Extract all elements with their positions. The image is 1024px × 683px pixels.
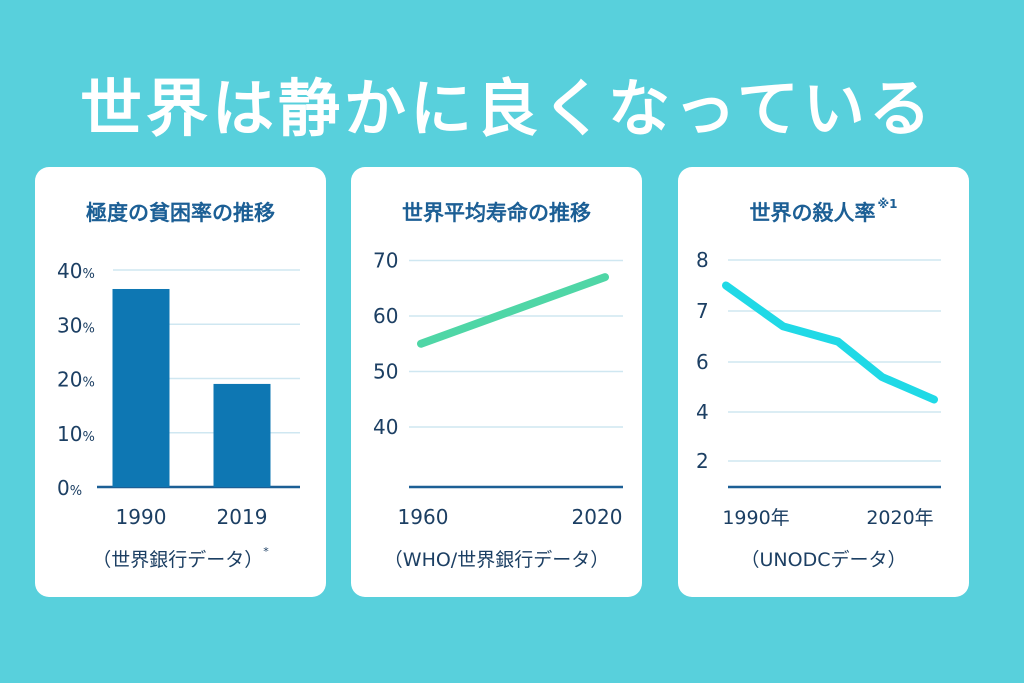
x-tick-label: 2020 xyxy=(572,505,623,529)
y-tick-label: 10% xyxy=(57,422,95,446)
y-tick-label: 40 xyxy=(373,415,398,439)
bar xyxy=(213,383,271,487)
poverty-source-text: （世界銀行データ） xyxy=(92,549,264,571)
x-tick-label: 1990年 xyxy=(722,507,789,529)
y-tick-label: 70 xyxy=(373,249,398,273)
life-expectancy-chart-title: 世界平均寿命の推移 xyxy=(351,197,642,227)
poverty-chart-title: 極度の貧困率の推移 xyxy=(35,197,326,227)
y-tick-label: 8 xyxy=(696,248,709,272)
poverty-chart: 0% 10% 20% 30% 40% 1990 2019 xyxy=(57,259,300,529)
y-tick-label: 2 xyxy=(696,449,709,473)
life-expectancy-chart-source: （WHO/世界銀行データ） xyxy=(351,545,642,572)
homicide-chart-source: （UNODCデータ） xyxy=(678,545,969,572)
y-tick-label: 50 xyxy=(373,360,398,384)
poverty-chart-source: （世界銀行データ）* xyxy=(35,545,326,572)
y-tick-label: 30% xyxy=(57,313,95,337)
life-expectancy-chart-card: 世界平均寿命の推移 40 50 60 70 1960 2020 （WHO/世界銀行データ） xyxy=(351,167,642,597)
life-expectancy-chart: 40 50 60 70 1960 2020 xyxy=(373,249,623,529)
y-tick-label: 6 xyxy=(696,350,709,374)
homicide-chart-card: 世界の殺人率 ※1 2 4 6 7 8 1990年 2020年 （UNODCデータ） xyxy=(678,167,969,597)
y-tick-label: 40% xyxy=(57,259,95,283)
x-tick-label: 2019 xyxy=(217,505,268,529)
y-tick-label: 60 xyxy=(373,304,398,328)
x-tick-label: 2020年 xyxy=(866,507,933,529)
homicide-rate-line xyxy=(722,281,938,404)
poverty-chart-title-text: 極度の貧困率の推移 xyxy=(86,201,275,225)
homicide-title-text: 世界の殺人率 xyxy=(749,201,876,225)
headline: 世界は静かに良くなっている xyxy=(80,72,935,145)
homicide-source-text: （UNODCデータ） xyxy=(740,549,907,571)
life-expectancy-title-text: 世界平均寿命の推移 xyxy=(402,201,591,225)
x-tick-label: 1990 xyxy=(116,505,167,529)
homicide-chart-title: 世界の殺人率 ※1 xyxy=(678,197,969,227)
y-tick-label: 0% xyxy=(57,476,82,500)
homicide-chart: 2 4 6 7 8 1990年 2020年 xyxy=(696,248,941,529)
life-expectancy-source-text: （WHO/世界銀行データ） xyxy=(383,549,610,571)
y-tick-label: 20% xyxy=(57,368,95,392)
x-tick-label: 1960 xyxy=(398,505,449,529)
y-tick-label: 4 xyxy=(696,400,709,424)
y-tick-label: 7 xyxy=(696,299,709,323)
bar xyxy=(112,288,170,487)
life-expectancy-line xyxy=(417,273,609,348)
poverty-source-note: * xyxy=(263,545,269,558)
poverty-chart-card: 極度の貧困率の推移 0% 10% 20% 30% 40% 1990 2019 （世界銀行デー… xyxy=(35,167,326,597)
homicide-title-note: ※1 xyxy=(877,197,898,211)
